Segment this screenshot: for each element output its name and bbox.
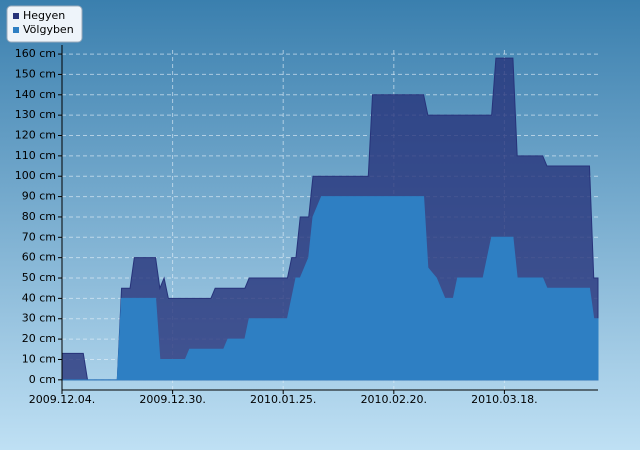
legend-marker <box>13 13 19 19</box>
y-tick-label: 100 cm <box>15 169 56 182</box>
y-tick-label: 70 cm <box>22 230 56 243</box>
y-tick-label: 50 cm <box>22 271 56 284</box>
legend-marker <box>13 27 19 33</box>
legend-box <box>6 5 83 43</box>
area <box>62 196 599 381</box>
y-tick-label: 30 cm <box>22 312 56 325</box>
y-tick-label: 160 cm <box>15 47 56 60</box>
y-tick-label: 130 cm <box>15 108 56 121</box>
legend-label: Hegyen <box>23 9 65 22</box>
y-tick-label: 110 cm <box>15 149 56 162</box>
legend-label: Völgyben <box>23 23 74 36</box>
y-tick-label: 120 cm <box>15 129 56 142</box>
y-tick-label: 140 cm <box>15 88 56 101</box>
y-tick-label: 80 cm <box>22 210 56 223</box>
y-tick-label: 40 cm <box>22 291 56 304</box>
y-tick-label: 150 cm <box>15 67 56 80</box>
x-tick-label: 2010.03.18. <box>471 393 537 406</box>
y-tick-label: 90 cm <box>22 190 56 203</box>
x-tick-label: 2009.12.30. <box>139 393 205 406</box>
y-tick-label: 0 cm <box>29 373 56 386</box>
x-tick-label: 2010.02.20. <box>361 393 427 406</box>
y-tick-label: 10 cm <box>22 352 56 365</box>
y-tick-label: 20 cm <box>22 332 56 345</box>
x-tick-label: 2010.01.25. <box>250 393 316 406</box>
x-tick-label: 2009.12.04. <box>29 393 95 406</box>
y-tick-label: 60 cm <box>22 251 56 264</box>
